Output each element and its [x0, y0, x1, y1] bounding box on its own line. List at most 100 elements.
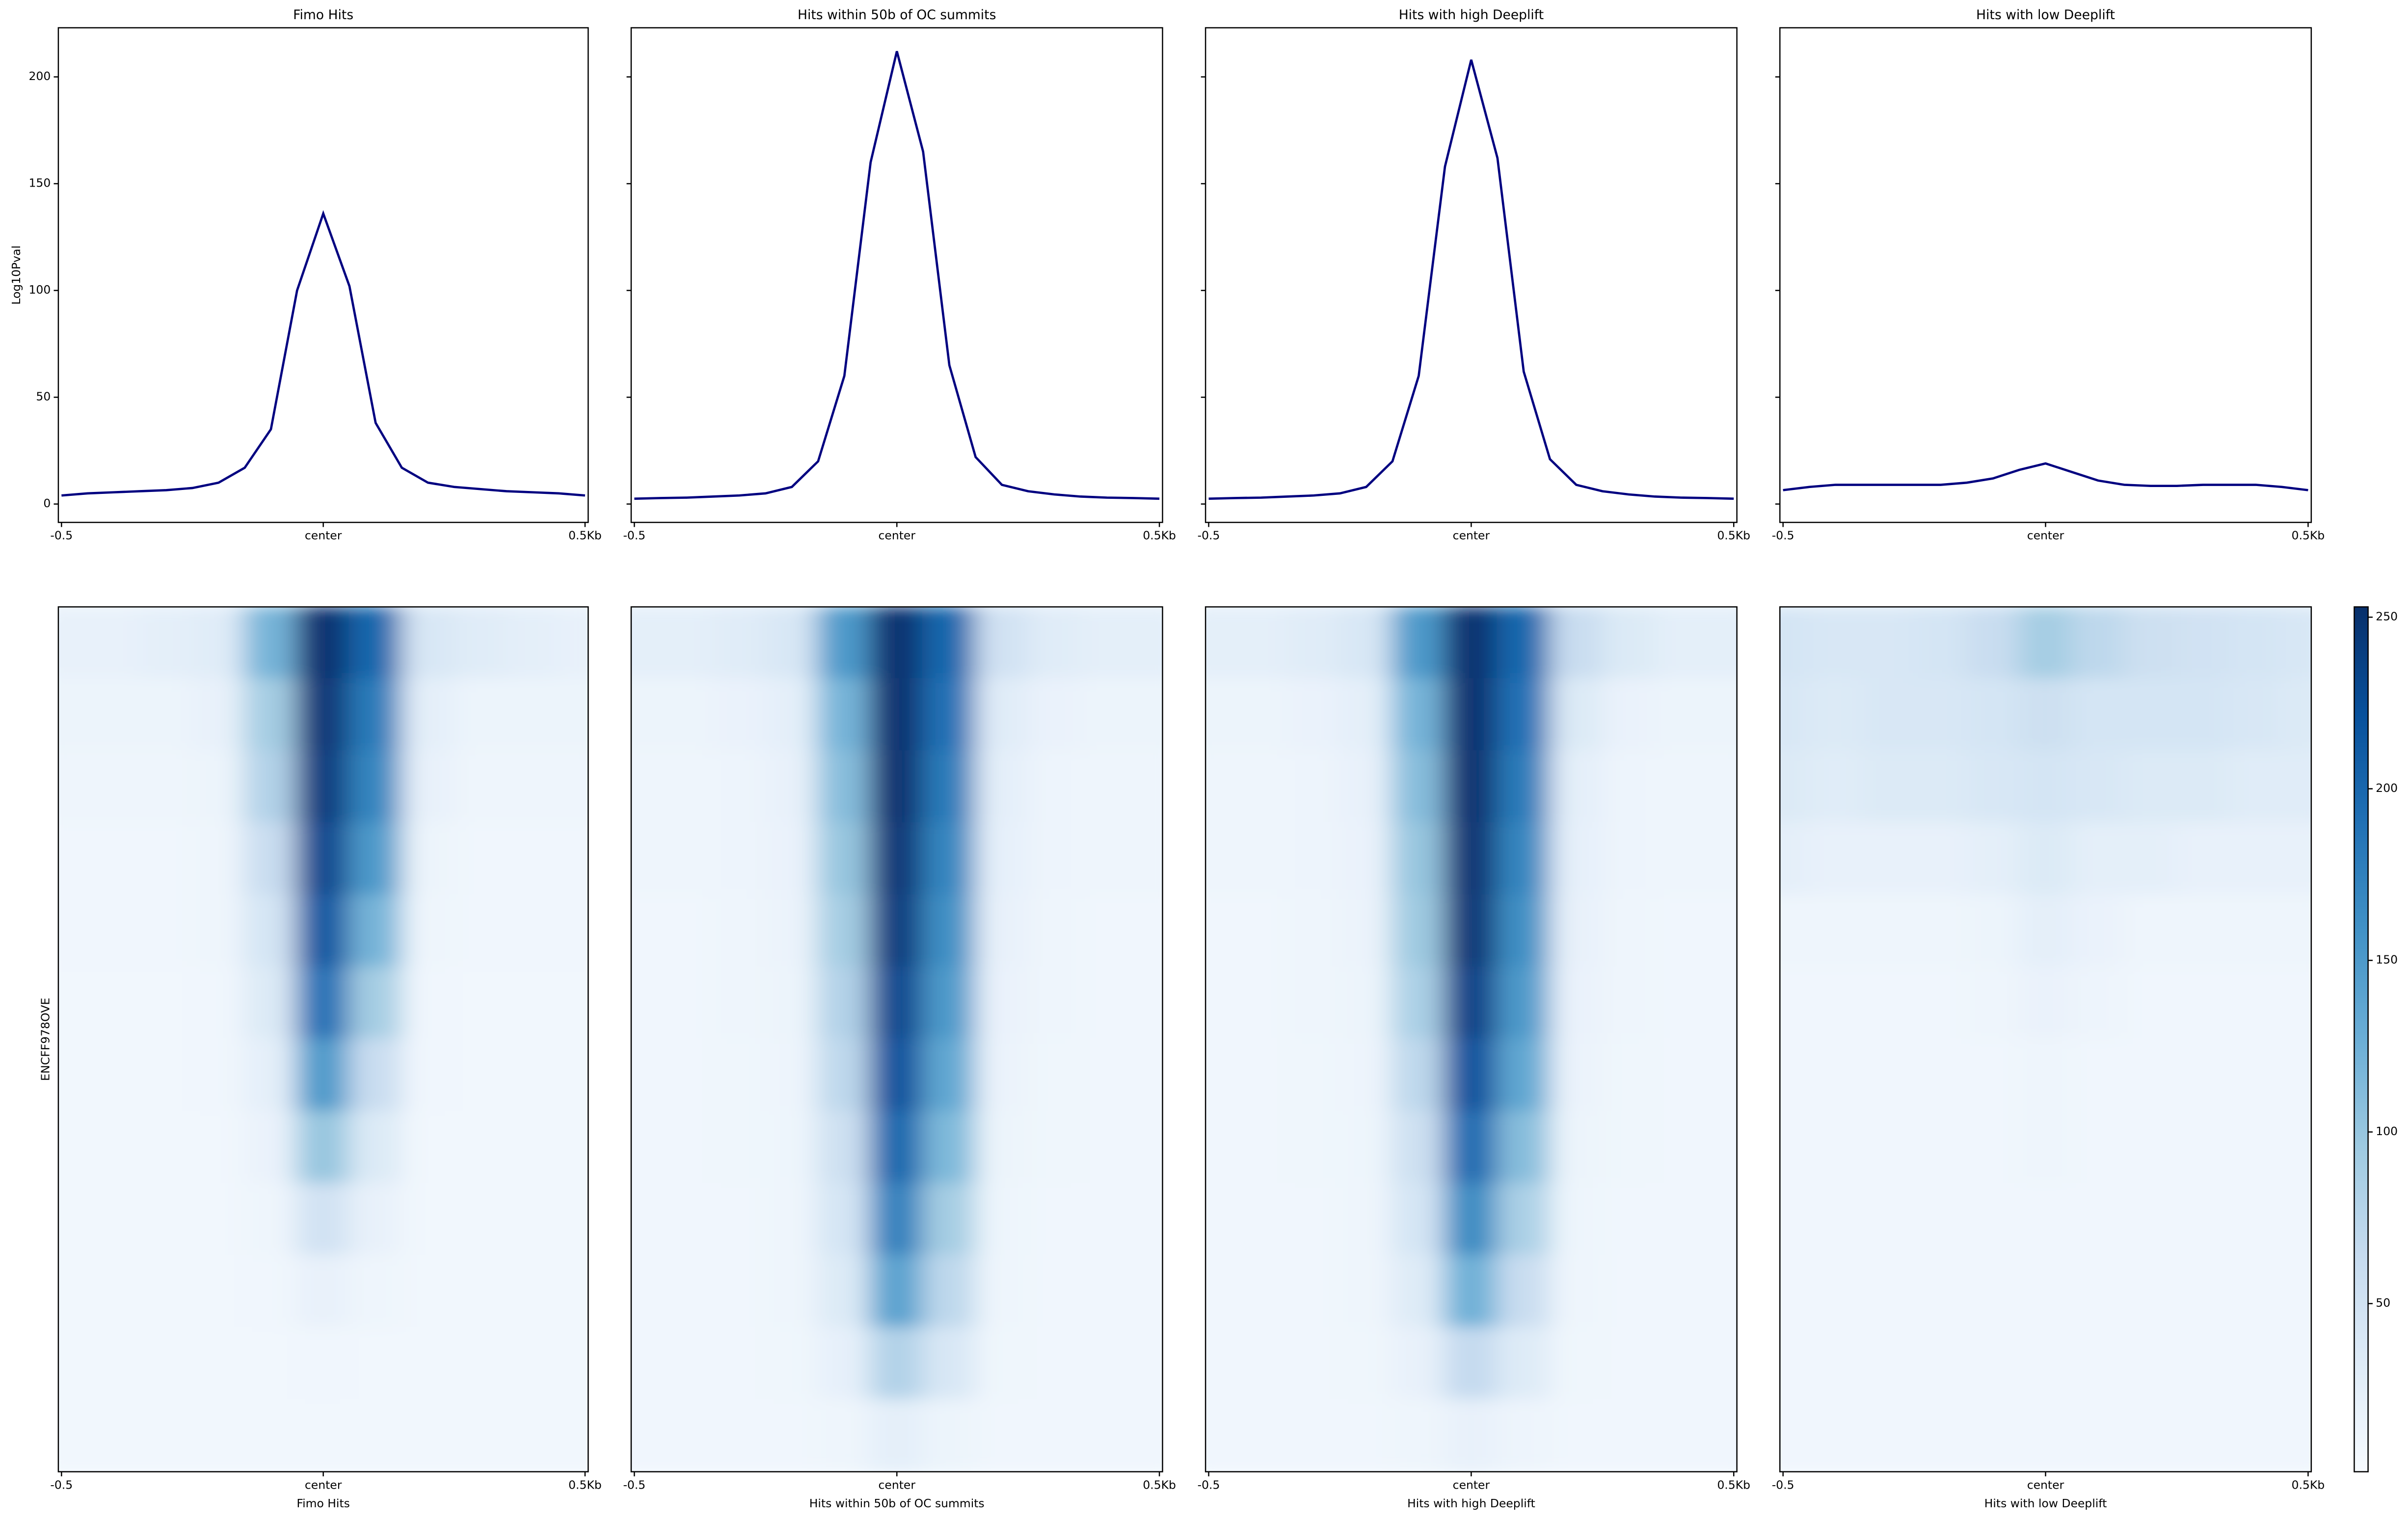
heatmap-cell	[1966, 1254, 2020, 1329]
x-tick-label: center	[1453, 529, 1490, 543]
heatmap-cell	[191, 607, 246, 680]
heatmap-cell	[296, 1399, 350, 1472]
heatmap-cell	[1549, 1399, 1604, 1472]
heatmap-cell	[2123, 966, 2178, 1040]
x-tick-label: 0.5Kb	[1717, 1478, 1750, 1492]
heatmap-cell	[296, 1111, 350, 1185]
heatmap-cell	[1234, 607, 1288, 680]
heatmap-cell	[558, 894, 589, 968]
heatmap-cell	[348, 822, 403, 896]
heatmap-cell	[453, 607, 508, 680]
heatmap-cell	[765, 1182, 819, 1256]
heatmap-cell	[660, 1182, 714, 1256]
heatmap-cell	[348, 1399, 403, 1472]
profile-line	[634, 51, 1160, 500]
heatmap-cell	[296, 966, 350, 1040]
heatmap-cell	[401, 607, 455, 680]
heatmap-cell	[631, 678, 662, 752]
heatmap-cell	[1497, 966, 1551, 1040]
heatmap-cell	[506, 678, 560, 752]
heatmap-cell	[712, 750, 767, 824]
heatmap-cell	[712, 966, 767, 1040]
axes-frame	[1779, 27, 2312, 523]
heatmap-cell	[1205, 1038, 1236, 1113]
heatmap-cell	[1339, 1254, 1393, 1329]
heatmap-cell	[1780, 607, 1810, 680]
heatmap-cell	[1549, 1111, 1604, 1185]
heatmap-cell	[1780, 1111, 1810, 1185]
axes-frame	[1204, 27, 1738, 523]
heatmap-cell	[1391, 1182, 1446, 1256]
heatmap-cell	[506, 822, 560, 896]
heatmap-cell	[1339, 750, 1393, 824]
heatmap	[58, 607, 589, 1472]
heatmap-cell	[1286, 1182, 1341, 1256]
x-tick-label: center	[1453, 1478, 1490, 1492]
heatmap-cell	[558, 1111, 589, 1185]
heatmap-cell	[87, 1111, 141, 1185]
heatmap-cell	[1654, 1182, 1709, 1256]
heatmap-cell	[1966, 1038, 2020, 1113]
heatmap-cell	[506, 1254, 560, 1329]
colorbar-tick-label: 100	[2376, 1124, 2398, 1138]
heatmap-cell	[1286, 607, 1341, 680]
heatmap-cell	[1205, 966, 1236, 1040]
heatmap-cell	[1286, 1111, 1341, 1185]
heatmap-cell	[817, 1254, 872, 1329]
heatmap-cell	[401, 822, 455, 896]
heatmap-cell	[817, 678, 872, 752]
heatmap-cell	[1602, 1399, 1656, 1472]
heatmap-cell	[765, 1111, 819, 1185]
x-tick-label: -0.5	[50, 1478, 73, 1492]
heatmap-cell	[817, 750, 872, 824]
colorbar-tick-label: 50	[2376, 1296, 2390, 1310]
heatmap-cell	[1339, 607, 1393, 680]
heatmap-cell	[2071, 750, 2125, 824]
heatmap-cell	[1497, 822, 1551, 896]
heatmap-cell	[558, 1399, 589, 1472]
heatmap-cell	[2281, 966, 2311, 1040]
heatmap-cell	[58, 894, 89, 968]
profile-line	[1783, 462, 2308, 491]
heatmap-cell	[87, 1254, 141, 1329]
heatmap-cell	[1913, 822, 1968, 896]
heatmap-cell	[1391, 1038, 1446, 1113]
heatmap-cell	[1654, 894, 1709, 968]
heatmap-cell	[1780, 966, 1810, 1040]
heatmap-cell	[139, 1399, 193, 1472]
heatmap-cell	[1444, 607, 1498, 680]
heatmap-cell	[87, 1327, 141, 1401]
heatmap-cell	[1339, 1327, 1393, 1401]
heatmap-cell	[348, 1182, 403, 1256]
profile-line	[61, 210, 586, 497]
heatmap	[1205, 607, 1737, 1472]
heatmap-cell	[1027, 966, 1082, 1040]
heatmap-cell	[2176, 607, 2230, 680]
heatmap-cell	[1602, 750, 1656, 824]
heatmap-cell	[1132, 750, 1163, 824]
heatmap-cell	[2228, 607, 2283, 680]
heatmap-cell	[558, 607, 589, 680]
heatmap-cell	[1707, 1327, 1737, 1401]
heatmap-cell	[1913, 750, 1968, 824]
heatmap-cell	[1444, 1111, 1498, 1185]
heatmap-cell	[1861, 1038, 1915, 1113]
heatmap-cell	[348, 1254, 403, 1329]
heatmap-cell	[631, 1254, 662, 1329]
heatmap-cell	[558, 966, 589, 1040]
heatmap-cell	[1391, 1254, 1446, 1329]
heatmap-cell	[1234, 678, 1288, 752]
heatmap-cell	[2281, 1399, 2311, 1472]
heatmap-cell	[1205, 822, 1236, 896]
heatmap-cell	[1234, 894, 1288, 968]
heatmap-cell	[2176, 1038, 2230, 1113]
heatmap-cell	[2176, 678, 2230, 752]
heatmap-cell	[1497, 894, 1551, 968]
heatmap-cell	[817, 966, 872, 1040]
heatmap-cell	[660, 822, 714, 896]
x-tick-label: -0.5	[623, 1478, 645, 1492]
heatmap-cell	[1497, 678, 1551, 752]
heatmap-cell	[1861, 894, 1915, 968]
heatmap-cell	[87, 607, 141, 680]
